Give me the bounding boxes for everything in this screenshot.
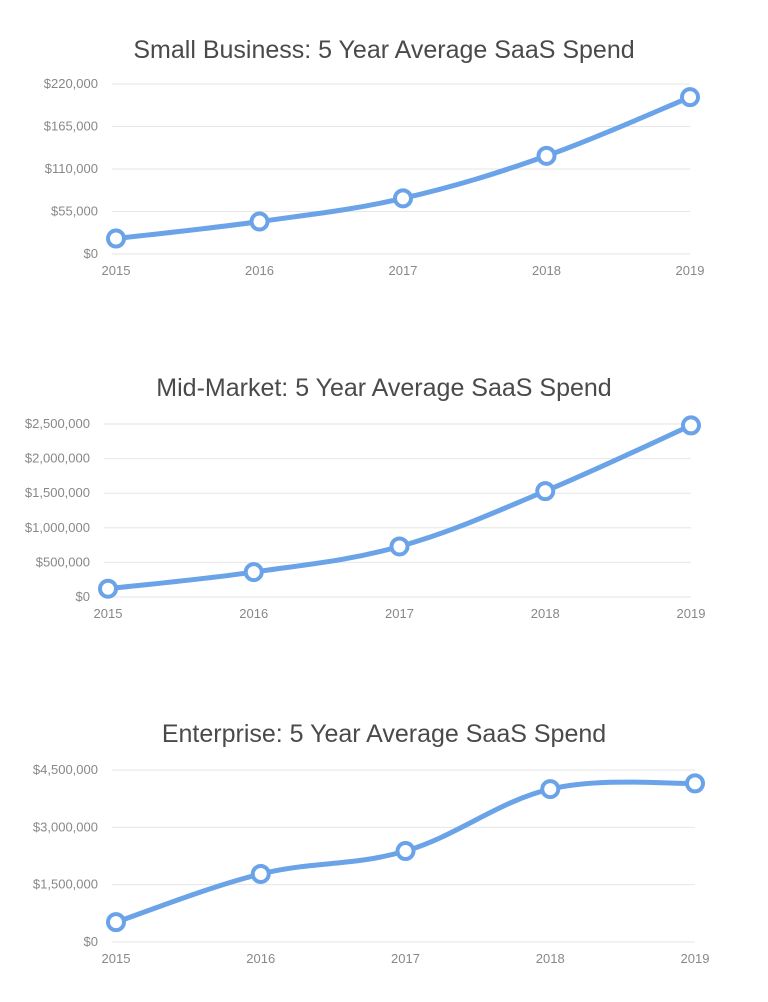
data-point bbox=[680, 87, 700, 108]
data-point bbox=[389, 536, 410, 557]
x-tick-label: 2018 bbox=[532, 263, 561, 278]
data-point bbox=[395, 841, 416, 862]
x-tick-label: 2017 bbox=[391, 951, 420, 966]
data-point bbox=[249, 211, 270, 232]
data-point bbox=[393, 188, 413, 209]
y-tick-label: $110,000 bbox=[45, 161, 98, 176]
chart-title: Small Business: 5 Year Average SaaS Spen… bbox=[133, 36, 635, 64]
y-tick-label: $0 bbox=[76, 589, 90, 604]
chart-title: Enterprise: 5 Year Average SaaS Spend bbox=[161, 720, 607, 748]
x-tick-label: 2019 bbox=[681, 951, 710, 966]
y-tick-label: $2,000,000 bbox=[25, 451, 90, 466]
y-tick-label: $500,000 bbox=[36, 554, 90, 569]
y-tick-label: $3,000,000 bbox=[33, 819, 98, 834]
y-tick-label: $55,000 bbox=[51, 204, 98, 219]
data-point bbox=[536, 145, 557, 166]
y-tick-label: $2,500,000 bbox=[25, 416, 90, 431]
x-tick-label: 2018 bbox=[536, 951, 565, 966]
x-tick-label: 2015 bbox=[102, 951, 131, 966]
data-point bbox=[98, 578, 118, 599]
x-tick-label: 2016 bbox=[245, 263, 274, 278]
chart-plot: $0 $55,000 $110,000 $165,000 $220,000 2015 201… bbox=[44, 76, 705, 278]
x-tick-label: 2019 bbox=[677, 606, 706, 621]
x-tick-label: 2018 bbox=[531, 606, 560, 621]
data-point bbox=[535, 481, 556, 502]
y-tick-label: $165,000 bbox=[44, 119, 98, 134]
y-tick-label: $0 bbox=[84, 934, 98, 949]
y-tick-label: $220,000 bbox=[44, 76, 98, 91]
small-business-chart: Small Business: 5 Year Average SaaS Spen… bbox=[0, 0, 768, 300]
y-tick-label: $1,500,000 bbox=[33, 877, 98, 892]
mid-market-chart: Mid-Market: 5 Year Average SaaS Spend $0… bbox=[25, 374, 706, 621]
data-point bbox=[681, 415, 701, 436]
data-point bbox=[106, 228, 126, 249]
data-point bbox=[250, 863, 271, 884]
x-tick-label: 2015 bbox=[102, 263, 131, 278]
y-tick-label: $1,500,000 bbox=[25, 485, 90, 500]
x-tick-label: 2015 bbox=[94, 606, 123, 621]
x-tick-label: 2017 bbox=[385, 606, 414, 621]
data-point bbox=[685, 773, 705, 794]
data-point bbox=[106, 912, 126, 933]
data-point bbox=[540, 779, 561, 800]
chart-plot: $0 $500,000 $1,000,000 $1,500,000 $2,000,000… bbox=[25, 415, 706, 621]
x-tick-label: 2016 bbox=[239, 606, 268, 621]
x-tick-label: 2016 bbox=[246, 951, 275, 966]
y-tick-label: $1,000,000 bbox=[25, 520, 90, 535]
chart-title: Mid-Market: 5 Year Average SaaS Spend bbox=[156, 374, 612, 402]
x-tick-label: 2019 bbox=[676, 263, 705, 278]
data-point bbox=[243, 562, 264, 583]
x-tick-label: 2017 bbox=[389, 263, 418, 278]
y-tick-label: $0 bbox=[84, 246, 98, 261]
y-tick-label: $4,500,000 bbox=[33, 762, 98, 777]
